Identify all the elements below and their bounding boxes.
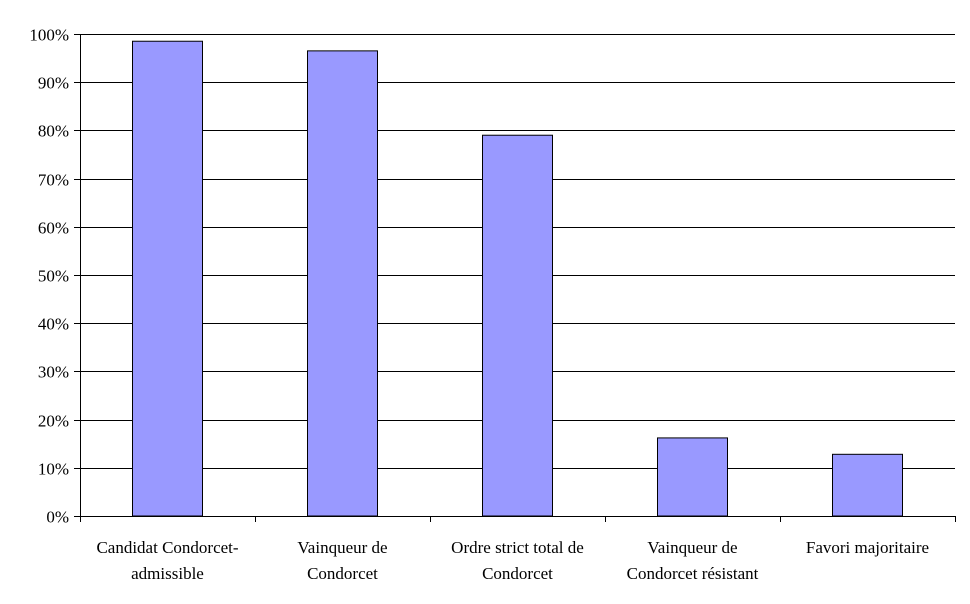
bar-2 [482, 134, 553, 517]
x-category-label-2-line-1: Condorcet [482, 564, 553, 583]
bar-3 [657, 437, 728, 517]
y-tick-label-70: 70% [38, 171, 69, 190]
x-category-label-0-line-1: admissible [131, 564, 204, 583]
x-category-label-0-line-0: Candidat Condorcet- [96, 538, 238, 557]
bar-4 [832, 453, 903, 517]
y-tick-label-100: 100% [29, 26, 69, 45]
y-tick-label-40: 40% [38, 315, 69, 334]
y-tick-label-50: 50% [38, 267, 69, 286]
x-category-label-3-line-1: Condorcet résistant [627, 564, 759, 583]
x-category-label-2-line-0: Ordre strict total de [451, 538, 584, 557]
y-tick-label-30: 30% [38, 363, 69, 382]
y-tick-label-60: 60% [38, 219, 69, 238]
x-category-labels: Candidat Condorcet-admissible Vainqueur d… [96, 538, 929, 583]
bar-1 [307, 50, 378, 517]
x-category-label-4-line-0: Favori majoritaire [806, 538, 929, 557]
x-category-label-3-line-0: Vainqueur de [647, 538, 737, 557]
y-tick-label-90: 90% [38, 74, 69, 93]
x-category-label-1-line-0: Vainqueur de [297, 538, 387, 557]
y-tick-labels: 0% 10% 20% 30% 40% 50% 60% 70% 80% 90% 100% [29, 26, 69, 527]
y-tick-label-10: 10% [38, 460, 69, 479]
y-tick-label-80: 80% [38, 122, 69, 141]
axes [74, 34, 956, 522]
x-category-label-1-line-1: Condorcet [307, 564, 378, 583]
bars [132, 40, 903, 517]
bar-0 [132, 40, 203, 517]
y-tick-label-0: 0% [46, 508, 69, 527]
y-tick-label-20: 20% [38, 412, 69, 431]
